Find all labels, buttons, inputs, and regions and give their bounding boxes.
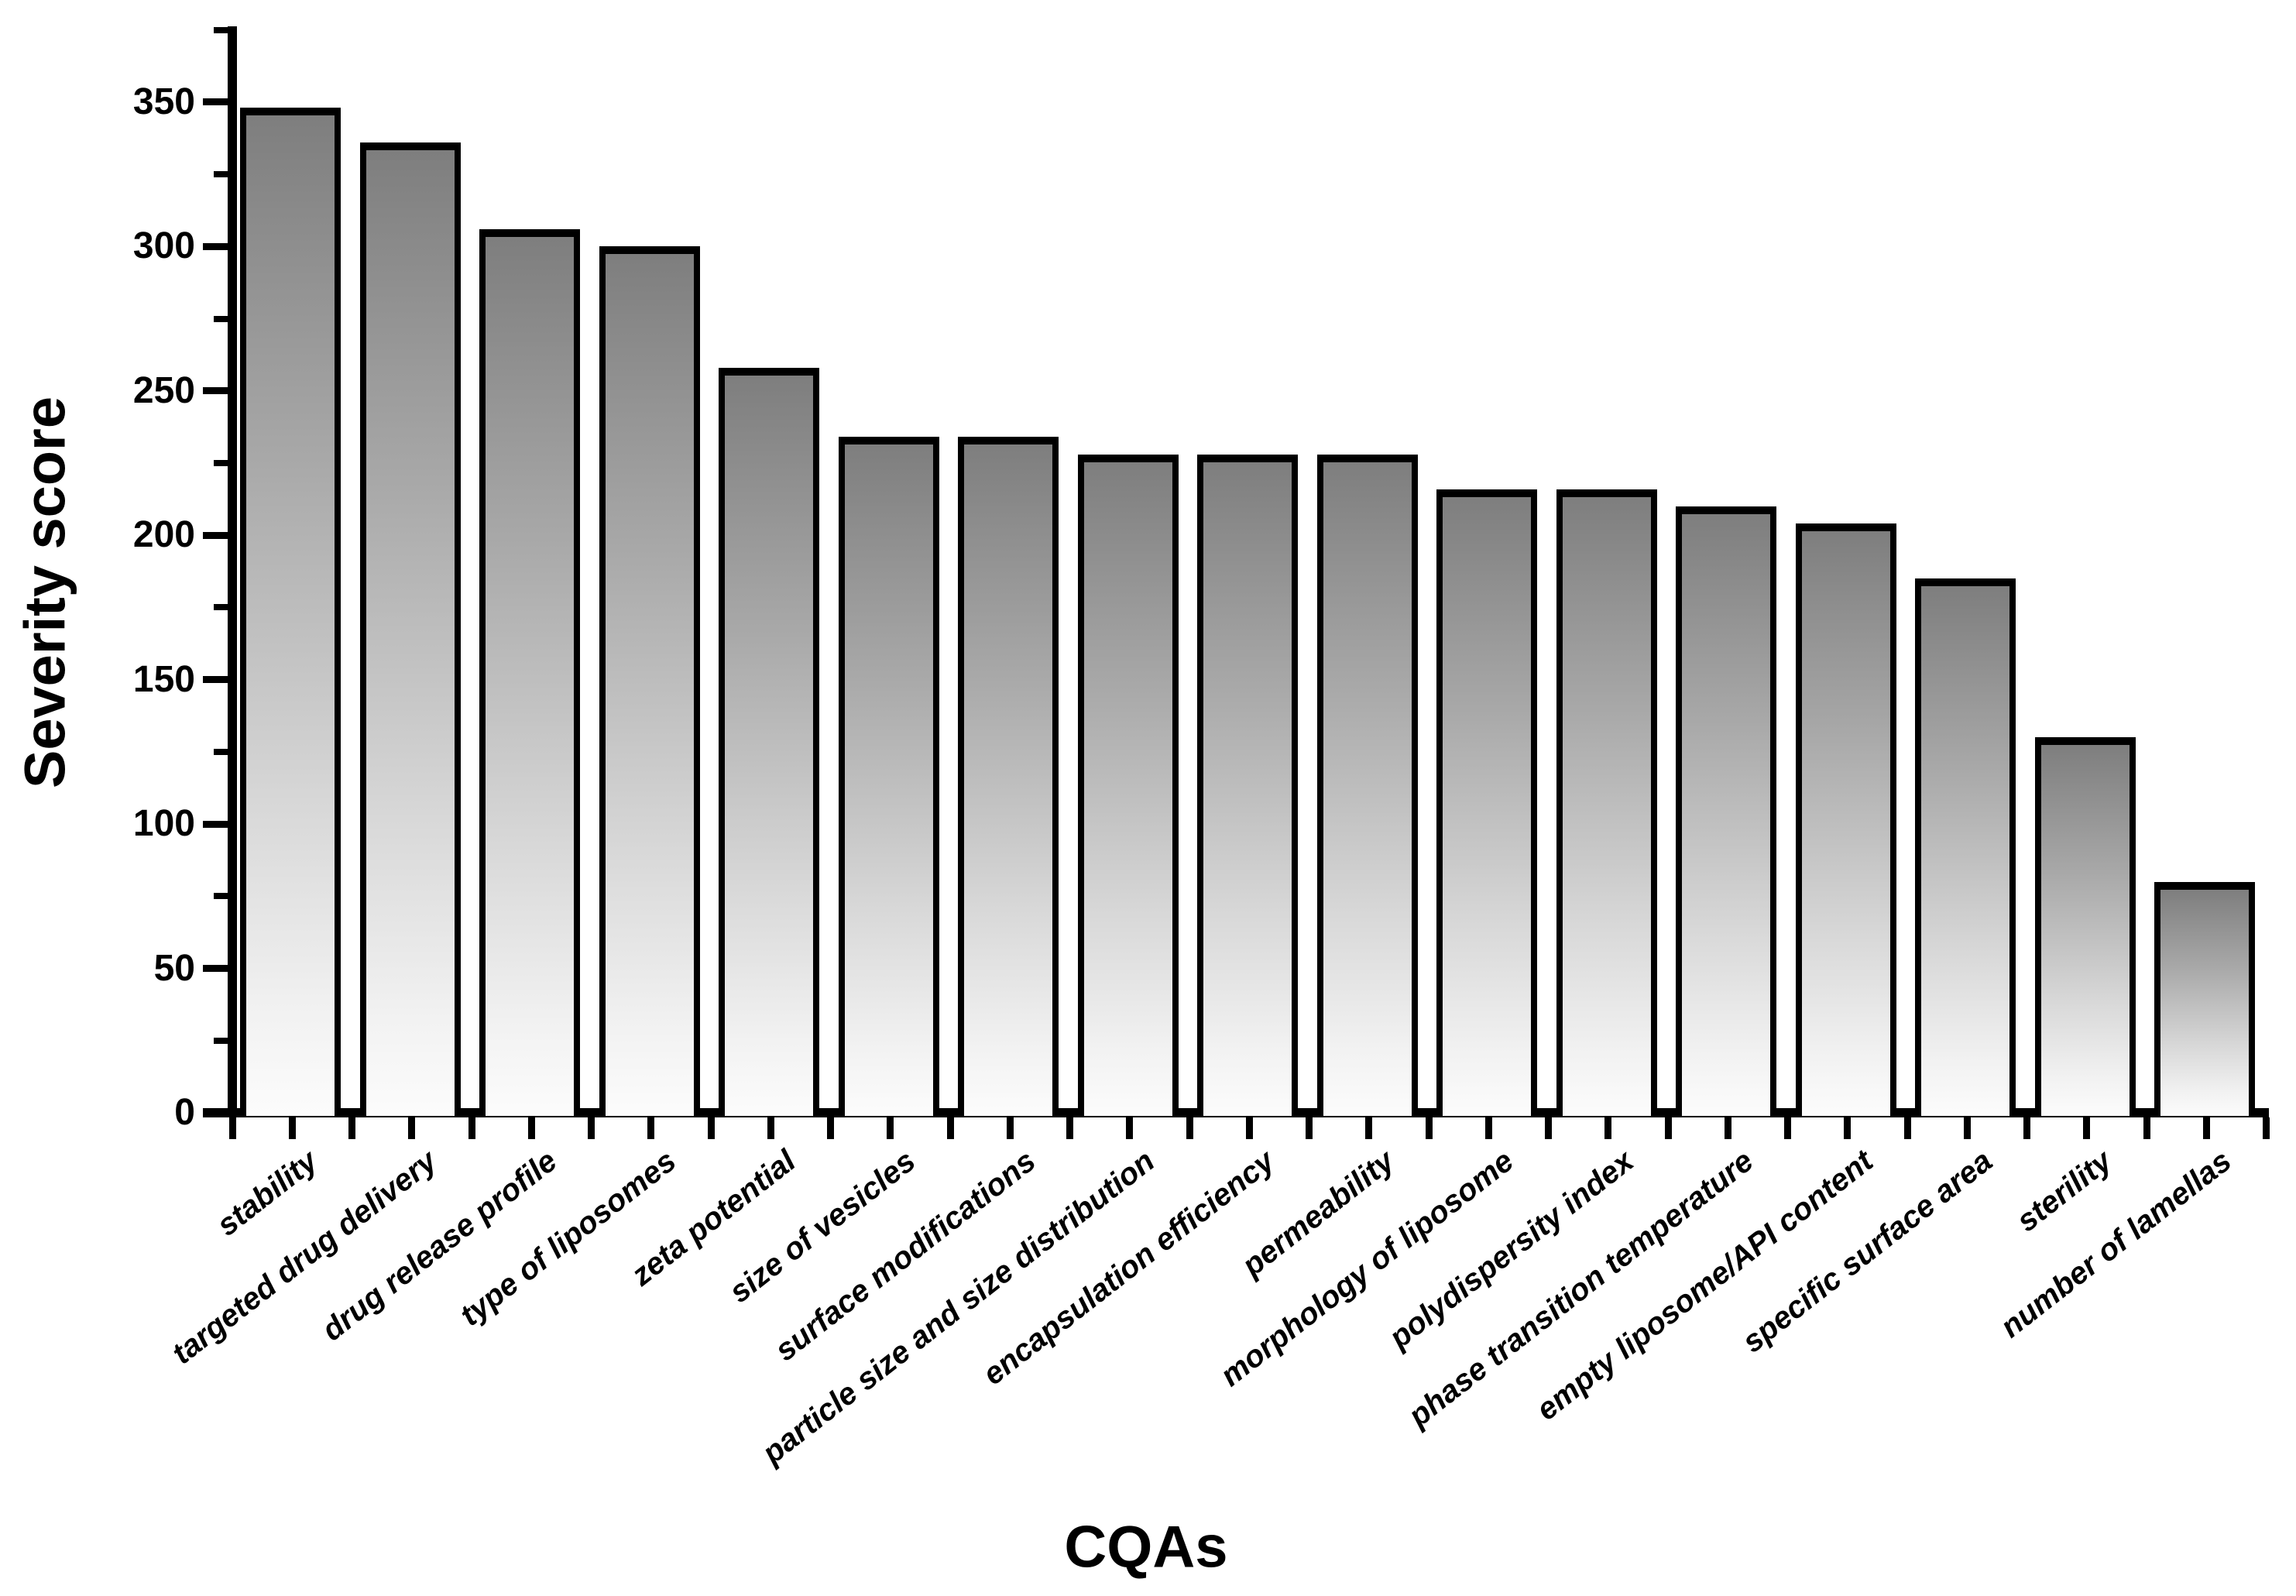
bar-5 [719, 367, 819, 1116]
y-axis-minor-tick [214, 893, 228, 900]
y-axis-tick-label: 300 [132, 225, 195, 267]
y-axis-tick-label: 150 [132, 658, 195, 700]
bar-6 [838, 437, 939, 1116]
x-axis-tick [1844, 1117, 1852, 1139]
y-axis-tick-label: 350 [132, 81, 195, 122]
x-category-label: number of lamellas [1994, 1144, 2239, 1345]
x-axis-tick [2143, 1117, 2150, 1139]
bar-2 [359, 142, 461, 1116]
y-axis-major-tick [203, 1109, 228, 1117]
x-category-label: drug release profile [315, 1144, 564, 1348]
bar-8 [1077, 454, 1179, 1116]
bar-14 [1795, 523, 1896, 1116]
x-axis-tick [527, 1117, 535, 1139]
y-axis-title: Severity score [12, 396, 77, 789]
x-axis-tick [1365, 1117, 1373, 1139]
x-axis-tick [1545, 1117, 1552, 1139]
y-axis-minor-tick [214, 748, 228, 755]
x-category-label: sterility [2010, 1144, 2119, 1239]
x-axis-tick [408, 1117, 416, 1139]
bar-7 [958, 437, 1059, 1116]
bar-17 [2154, 881, 2255, 1116]
y-axis-major-tick [203, 676, 228, 684]
x-axis-tick [1245, 1117, 1253, 1139]
x-axis-tick [1186, 1117, 1193, 1139]
y-axis-tick-label: 0 [174, 1092, 195, 1133]
y-axis-tick-label: 50 [153, 947, 195, 989]
x-axis-tick [228, 1117, 236, 1139]
y-axis-minor-tick [214, 459, 228, 466]
x-axis-tick [1963, 1117, 1971, 1139]
x-axis-tick [288, 1117, 296, 1139]
x-axis-tick [1484, 1117, 1492, 1139]
bar-15 [1915, 578, 2016, 1116]
x-axis-tick [827, 1117, 834, 1139]
x-axis-tick [767, 1117, 774, 1139]
x-axis-tick [707, 1117, 715, 1139]
y-axis-major-tick [203, 98, 228, 106]
y-axis-minor-tick [214, 315, 228, 322]
x-axis-tick [348, 1117, 355, 1139]
y-axis-major-tick [203, 965, 228, 973]
x-axis-tick [1604, 1117, 1612, 1139]
x-axis-tick [1306, 1117, 1313, 1139]
bar-3 [479, 228, 580, 1116]
y-axis-minor-tick [214, 604, 228, 611]
y-axis-major-tick [203, 242, 228, 250]
y-axis-minor-tick [214, 1037, 228, 1044]
x-axis-tick [588, 1117, 595, 1139]
x-axis-tick [2263, 1117, 2270, 1139]
x-axis-tick [887, 1117, 894, 1139]
y-axis-tick-label: 250 [132, 369, 195, 411]
bar-12 [1556, 489, 1657, 1116]
x-category-label: type of liposomes [454, 1144, 683, 1333]
x-axis-tick [1425, 1117, 1433, 1139]
x-axis-tick [1903, 1117, 1911, 1139]
y-axis-major-tick [203, 531, 228, 539]
y-axis-major-tick [203, 820, 228, 828]
bar-13 [1676, 506, 1776, 1116]
bar-16 [2034, 737, 2136, 1116]
x-axis-tick [1126, 1117, 1134, 1139]
y-axis-minor-tick [214, 171, 228, 178]
bar-1 [240, 108, 341, 1116]
x-axis-tick [1006, 1117, 1014, 1139]
y-axis-line [228, 26, 237, 1117]
x-category-label: stability [210, 1144, 324, 1243]
x-axis-tick [1784, 1117, 1791, 1139]
x-axis-tick [2023, 1117, 2030, 1139]
x-axis-tick [1664, 1117, 1672, 1139]
x-axis-tick [2202, 1117, 2210, 1139]
bar-11 [1436, 489, 1537, 1116]
x-axis-tick [946, 1117, 954, 1139]
bar-4 [599, 246, 700, 1116]
bar-9 [1197, 454, 1298, 1116]
x-axis-tick [647, 1117, 655, 1139]
x-axis-title: CQAs [1064, 1514, 1228, 1581]
x-axis-tick [1066, 1117, 1073, 1139]
x-axis-tick [2083, 1117, 2091, 1139]
x-axis-tick [468, 1117, 475, 1139]
x-axis-tick [1724, 1117, 1731, 1139]
y-axis-tick-label: 100 [132, 803, 195, 845]
bar-10 [1316, 454, 1418, 1116]
y-axis-tick-label: 200 [132, 514, 195, 556]
y-axis-minor-tick [214, 26, 228, 33]
y-axis-major-tick [203, 387, 228, 395]
